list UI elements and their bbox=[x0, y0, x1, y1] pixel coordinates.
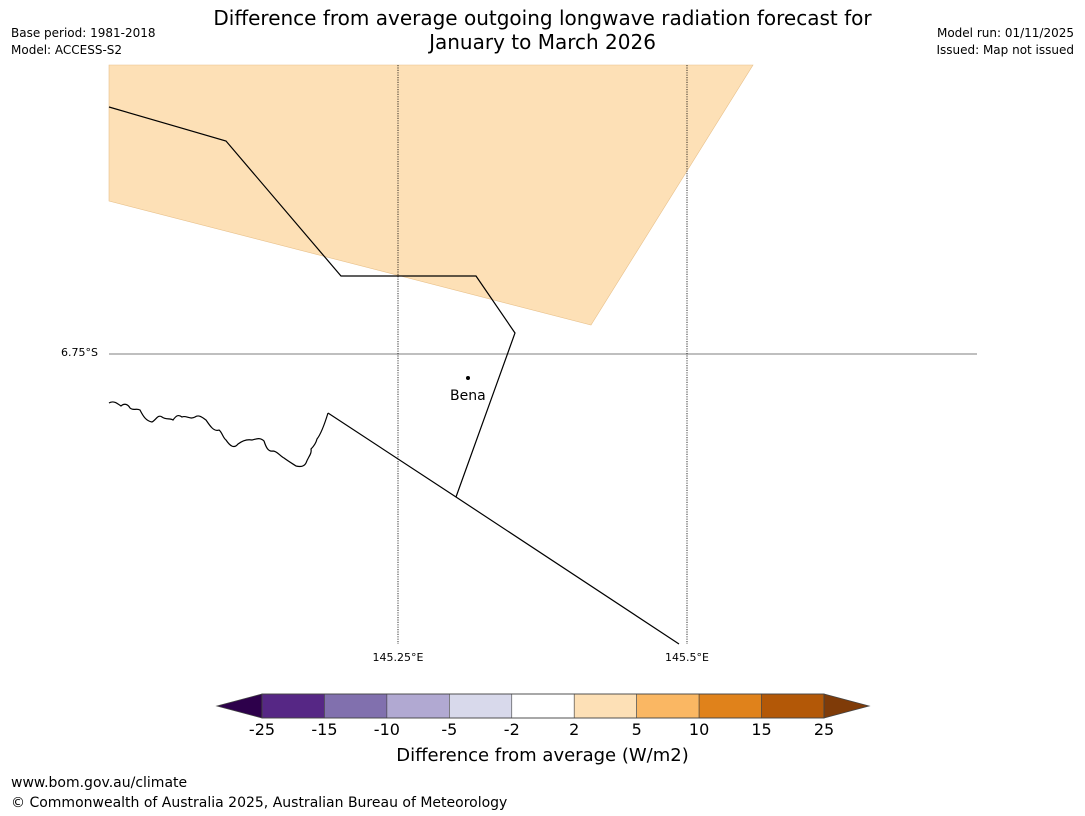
colorbar-segment bbox=[511, 693, 575, 719]
title-line-2: January to March 2026 bbox=[429, 30, 656, 54]
colorbar-tick-label: 2 bbox=[569, 720, 580, 739]
forecast-shaded-region bbox=[108, 64, 754, 326]
colorbar-outline bbox=[261, 693, 825, 719]
colorbar bbox=[215, 693, 871, 719]
model-run-text: Model run: 01/11/2025 bbox=[936, 26, 1074, 40]
colorbar-segment bbox=[761, 693, 825, 719]
place-label-bena: Bena bbox=[450, 388, 486, 404]
colorbar-over-arrow bbox=[823, 693, 871, 719]
colorbar-title: Difference from average (W/m2) bbox=[396, 745, 689, 766]
longitude-label-145-25: 145.25°E bbox=[372, 651, 424, 664]
colorbar-segment bbox=[324, 693, 388, 719]
colorbar-segment bbox=[261, 693, 325, 719]
colorbar-tick-label: -10 bbox=[373, 720, 400, 739]
meta-right: Model run: 01/11/2025 Issued: Map not is… bbox=[936, 25, 1074, 59]
colorbar-segments bbox=[261, 693, 825, 719]
map-title: Difference from average outgoing longwav… bbox=[0, 6, 1085, 54]
province-boundary-south bbox=[327, 412, 680, 645]
footer-copyright: © Commonwealth of Australia 2025, Austra… bbox=[11, 795, 508, 811]
bena-marker bbox=[466, 376, 470, 380]
colorbar-segment bbox=[573, 693, 637, 719]
colorbar-tick-label: 10 bbox=[688, 720, 710, 739]
river-boundary bbox=[108, 401, 329, 468]
colorbar-tick-label: -2 bbox=[503, 720, 520, 739]
province-boundary-north bbox=[108, 106, 516, 498]
colorbar-tick-label: -25 bbox=[248, 720, 276, 739]
colorbar-tick-label: -5 bbox=[441, 720, 458, 739]
colorbar-under-arrow bbox=[215, 693, 263, 719]
colorbar-tick-label: 5 bbox=[631, 720, 642, 739]
model-text: Model: ACCESS-S2 bbox=[11, 43, 123, 57]
title-line-1: Difference from average outgoing longwav… bbox=[213, 6, 872, 30]
base-period-text: Base period: 1981-2018 bbox=[11, 26, 156, 40]
issued-text: Issued: Map not issued bbox=[936, 43, 1074, 57]
longitude-label-145-5: 145.5°E bbox=[665, 651, 709, 664]
colorbar-segment bbox=[386, 693, 450, 719]
colorbar-segment bbox=[449, 693, 513, 719]
colorbar-segment bbox=[698, 693, 762, 719]
colorbar-tick-label: 25 bbox=[813, 720, 835, 739]
colorbar-tick-label: -15 bbox=[311, 720, 338, 739]
latitude-label: 6.75°S bbox=[61, 346, 98, 359]
meta-left: Base period: 1981-2018 Model: ACCESS-S2 bbox=[11, 25, 156, 59]
colorbar-tick-label: 15 bbox=[751, 720, 772, 739]
colorbar-segment bbox=[636, 693, 700, 719]
footer-url: www.bom.gov.au/climate bbox=[11, 775, 188, 791]
